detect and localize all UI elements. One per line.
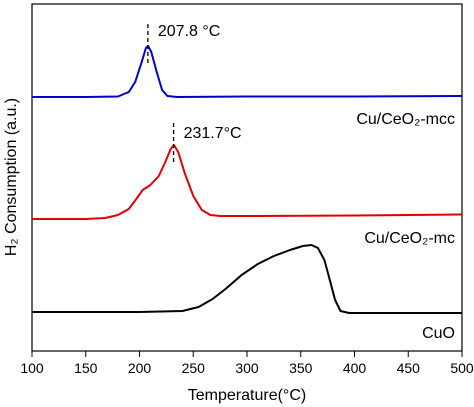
x-tick-label: 200 xyxy=(128,360,152,376)
x-tick-label: 350 xyxy=(289,360,313,376)
peak-temperature-label: 207.8 °C xyxy=(158,23,220,40)
x-tick-label: 400 xyxy=(343,360,367,376)
x-axis-title: Temperature(°C) xyxy=(188,387,306,404)
x-tick-label: 500 xyxy=(450,360,474,376)
series-label: Cu/CeO₂-mc xyxy=(364,230,455,247)
plot-frame xyxy=(31,3,463,352)
peak-markers: 207.8 °C 231.7°C xyxy=(147,23,242,163)
x-axis-ticks: 100 150 200 250 300 350 400 450 500 xyxy=(20,351,474,376)
peak-temperature-label: 231.7°C xyxy=(184,125,242,142)
x-tick-label: 150 xyxy=(74,360,98,376)
series-line xyxy=(32,244,462,314)
y-axis-title: H₂ Consumption (a.u.) xyxy=(3,98,20,256)
x-tick-label: 300 xyxy=(235,360,259,376)
x-tick-label: 450 xyxy=(397,360,421,376)
series-line xyxy=(32,144,463,220)
x-tick-label: 100 xyxy=(20,360,44,376)
series-label: CuO xyxy=(422,325,455,342)
series-labels: Cu/CeO₂-mcc Cu/CeO₂-mc CuO xyxy=(356,111,455,342)
series-label: Cu/CeO₂-mcc xyxy=(356,111,455,128)
series-line xyxy=(32,45,463,98)
x-tick-label: 250 xyxy=(182,360,206,376)
series-lines xyxy=(32,45,463,314)
